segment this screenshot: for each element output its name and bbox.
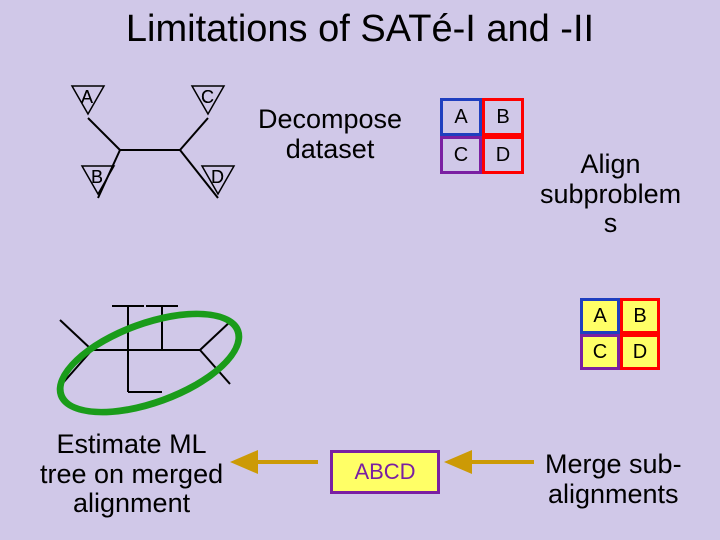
step-merge-l1: Merge sub- bbox=[545, 449, 682, 479]
merged-box-label: ABCD bbox=[354, 459, 415, 485]
step-decompose-l2: dataset bbox=[286, 134, 375, 164]
tree1-node-c-label: C bbox=[201, 87, 214, 108]
step-merge: Merge sub- alignments bbox=[545, 450, 682, 509]
grid-cell: A bbox=[440, 98, 482, 136]
grid-cell: A bbox=[580, 298, 620, 334]
grid-cell: B bbox=[482, 98, 524, 136]
grid-cell: D bbox=[620, 334, 660, 370]
grid-cell: B bbox=[620, 298, 660, 334]
step-merge-l2: alignments bbox=[548, 479, 679, 509]
grid-cell: C bbox=[580, 334, 620, 370]
merged-box: ABCD bbox=[330, 450, 440, 494]
grid-cell: D bbox=[482, 136, 524, 174]
highlight-ellipse bbox=[43, 289, 256, 437]
step-align-l1: Align bbox=[581, 149, 641, 179]
step-decompose-l1: Decompose bbox=[258, 104, 402, 134]
tree1-node-b-label: B bbox=[91, 167, 103, 188]
grid-aligned: ABCD bbox=[580, 298, 660, 370]
tree1-node-d-label: D bbox=[211, 167, 224, 188]
tree1-node-a: A bbox=[72, 86, 104, 114]
step-estimate-l3: alignment bbox=[73, 488, 190, 518]
step-estimate: Estimate ML tree on merged alignment bbox=[40, 430, 223, 519]
step-align-l2: subproblem bbox=[540, 179, 681, 209]
tree1-node-d: D bbox=[202, 166, 234, 194]
step-decompose: Decompose dataset bbox=[258, 105, 402, 164]
grid-cell: C bbox=[440, 136, 482, 174]
diagram-canvas: Limitations of SATé-I and -II A C B D De… bbox=[0, 0, 720, 540]
tree1-node-a-label: A bbox=[81, 87, 93, 108]
tree1-node-b: B bbox=[82, 166, 114, 194]
step-align: Align subproblem s bbox=[540, 150, 681, 239]
tree1-node-c: C bbox=[192, 86, 224, 114]
step-estimate-l1: Estimate ML bbox=[57, 429, 207, 459]
page-title: Limitations of SATé-I and -II bbox=[0, 8, 720, 51]
step-align-l3: s bbox=[604, 208, 618, 238]
grid-decompose: ABCD bbox=[440, 98, 524, 174]
step-estimate-l2: tree on merged bbox=[40, 459, 223, 489]
